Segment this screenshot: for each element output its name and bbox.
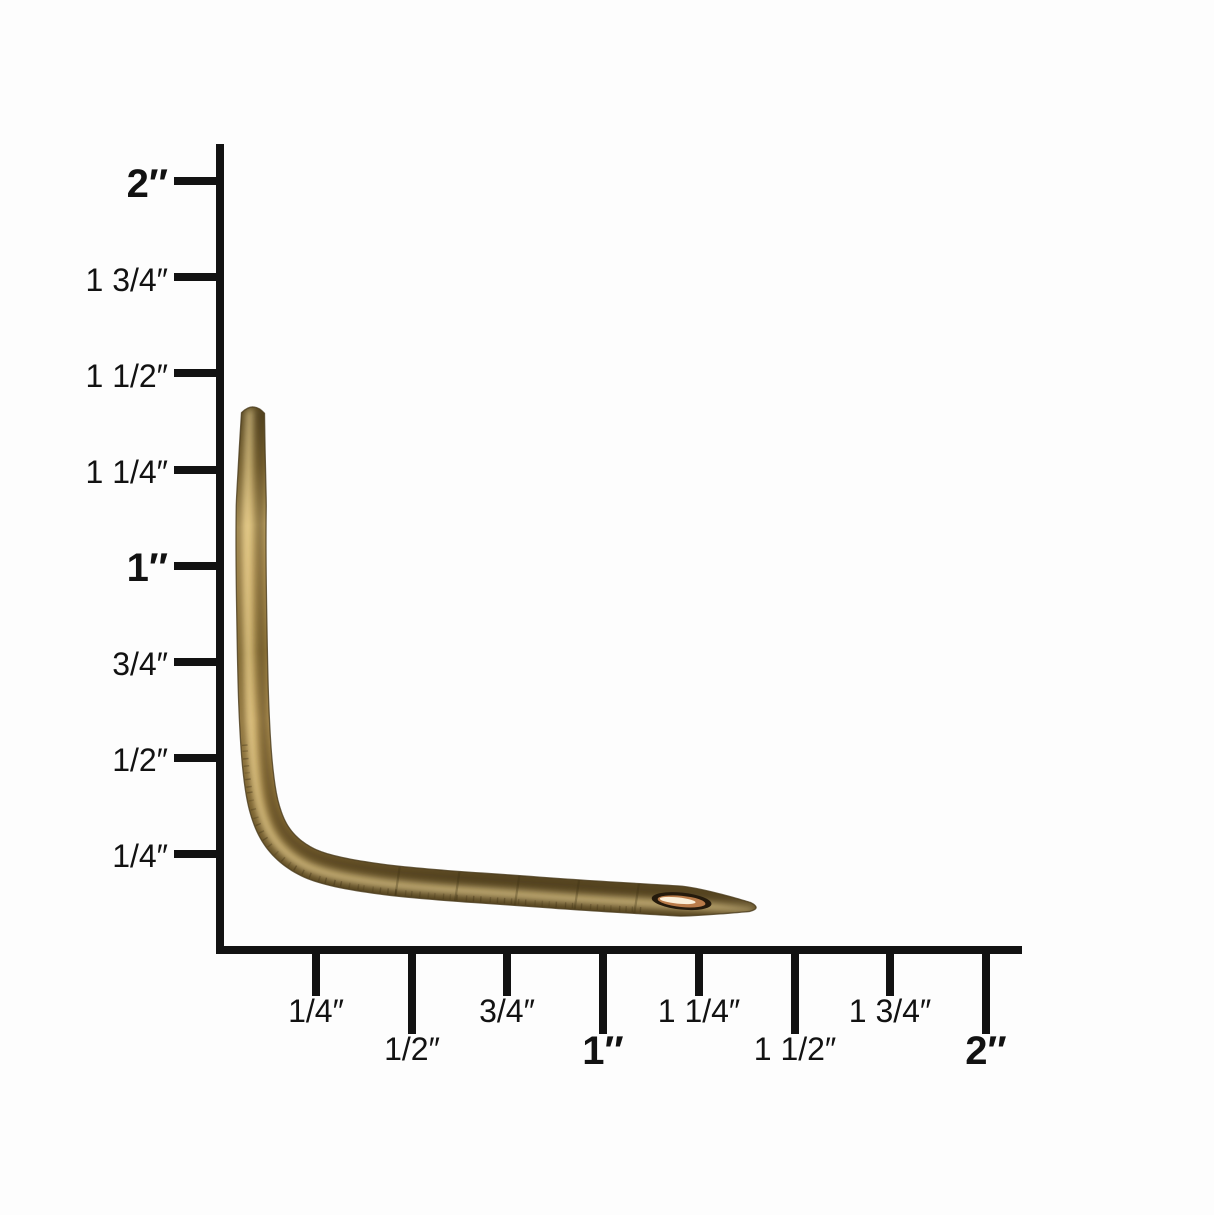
svg-text:2″: 2″ (965, 1029, 1006, 1073)
svg-text:1/4″: 1/4″ (112, 838, 168, 874)
svg-text:1 1/4″: 1 1/4″ (658, 993, 741, 1029)
svg-text:1/4″: 1/4″ (288, 993, 344, 1029)
svg-text:1 3/4″: 1 3/4″ (849, 993, 932, 1029)
svg-text:1/2″: 1/2″ (112, 742, 168, 778)
svg-text:1 1/2″: 1 1/2″ (86, 358, 169, 394)
svg-text:3/4″: 3/4″ (479, 993, 535, 1029)
svg-text:2″: 2″ (127, 162, 168, 206)
svg-text:3/4″: 3/4″ (112, 646, 168, 682)
svg-text:1″: 1″ (582, 1029, 623, 1073)
svg-text:1″: 1″ (127, 546, 168, 590)
svg-text:1 1/2″: 1 1/2″ (754, 1031, 837, 1067)
svg-text:1 3/4″: 1 3/4″ (86, 262, 169, 298)
svg-text:1 1/4″: 1 1/4″ (86, 454, 169, 490)
svg-text:1/2″: 1/2″ (384, 1031, 440, 1067)
